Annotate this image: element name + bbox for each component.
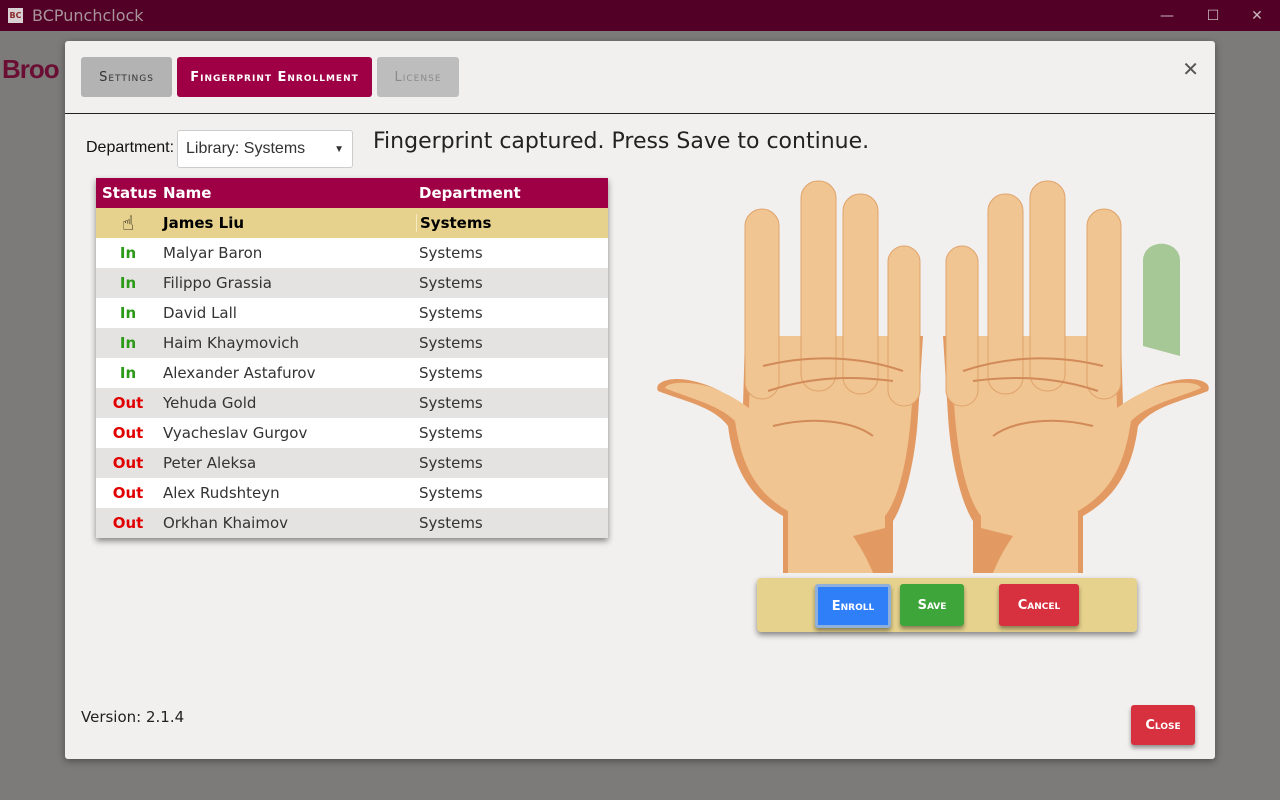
save-button[interactable]: Save — [900, 584, 964, 626]
employee-department: Systems — [419, 364, 483, 382]
pointing-hand-icon: ☝ — [121, 211, 135, 235]
employee-department: Systems — [419, 334, 483, 352]
employee-department: Systems — [419, 514, 483, 532]
right-hand[interactable] — [943, 180, 1209, 573]
employee-name: James Liu — [163, 214, 245, 232]
app-title: BCPunchclock — [32, 6, 144, 25]
settings-dialog: Settings Fingerprint Enrollment License … — [65, 41, 1215, 759]
table-row[interactable]: Out Alex Rudshteyn Systems — [96, 478, 608, 508]
column-name: Name — [163, 184, 212, 202]
table-row[interactable]: Out Vyacheslav Gurgov Systems — [96, 418, 608, 448]
status-badge: In — [119, 364, 137, 382]
status-badge: Out — [112, 484, 144, 502]
table-row[interactable]: In David Lall Systems — [96, 298, 608, 328]
background-brand-text: Broo — [2, 54, 60, 84]
department-select[interactable]: Library: Systems ▼ — [177, 130, 353, 168]
table-row[interactable]: In Malyar Baron Systems — [96, 238, 608, 268]
tab-license: License — [377, 57, 459, 97]
enroll-button[interactable]: Enroll — [815, 584, 891, 628]
employee-name: Vyacheslav Gurgov — [163, 424, 308, 442]
hands-diagram — [657, 180, 1209, 573]
employee-department: Systems — [419, 274, 483, 292]
department-value: Library: Systems — [186, 140, 306, 157]
title-bar: BC BCPunchclock — ☐ ✕ — [0, 0, 1280, 31]
employee-name: Filippo Grassia — [163, 274, 272, 292]
table-row[interactable]: In Filippo Grassia Systems — [96, 268, 608, 298]
status-badge: Out — [112, 394, 144, 412]
captured-finger-right-pinky[interactable] — [1143, 243, 1180, 356]
table-row[interactable]: In Alexander Astafurov Systems — [96, 358, 608, 388]
cancel-button[interactable]: Cancel — [999, 584, 1079, 626]
status-badge: In — [119, 334, 137, 352]
maximize-button[interactable]: ☐ — [1206, 7, 1220, 24]
employee-department: Systems — [419, 244, 483, 262]
table-row[interactable]: In Haim Khaymovich Systems — [96, 328, 608, 358]
window-close-button[interactable]: ✕ — [1251, 7, 1263, 24]
status-badge: Out — [112, 454, 144, 472]
employee-name: Haim Khaymovich — [163, 334, 300, 352]
employee-department: Systems — [419, 484, 483, 502]
employee-department: Systems — [419, 454, 483, 472]
employee-table: Status Name Department ☝ James Liu Systems… — [96, 178, 608, 538]
employee-name: Yehuda Gold — [163, 394, 257, 412]
employee-name: David Lall — [163, 304, 237, 322]
employee-department: Systems — [419, 304, 483, 322]
table-row[interactable]: ☝ James Liu Systems — [96, 208, 608, 238]
employee-name: Alexander Astafurov — [163, 364, 316, 382]
column-department: Department — [419, 184, 521, 202]
employee-department: Systems — [419, 424, 483, 442]
employee-department: Systems — [419, 394, 483, 412]
minimize-button[interactable]: — — [1160, 7, 1174, 24]
table-row[interactable]: Out Orkhan Khaimov Systems — [96, 508, 608, 538]
employee-department: Systems — [416, 214, 491, 232]
column-status: Status — [102, 184, 157, 202]
app-icon: BC — [8, 8, 23, 23]
dialog-close-icon[interactable]: ✕ — [1182, 57, 1199, 81]
status-badge: In — [119, 244, 137, 262]
employee-name: Peter Aleksa — [163, 454, 257, 472]
status-badge: In — [119, 274, 137, 292]
close-button[interactable]: Close — [1131, 705, 1195, 745]
left-hand[interactable] — [657, 180, 923, 573]
chevron-down-icon: ▼ — [334, 143, 344, 155]
status-message: Fingerprint captured. Press Save to cont… — [373, 129, 870, 154]
version-text: Version: 2.1.4 — [81, 708, 185, 726]
status-badge: In — [119, 304, 137, 322]
employee-name: Orkhan Khaimov — [163, 514, 289, 532]
tab-fingerprint-enrollment[interactable]: Fingerprint Enrollment — [177, 57, 372, 97]
tab-settings[interactable]: Settings — [81, 57, 172, 97]
status-badge: Out — [112, 514, 144, 532]
employee-name: Alex Rudshteyn — [163, 484, 280, 502]
table-row[interactable]: Out Yehuda Gold Systems — [96, 388, 608, 418]
employee-name: Malyar Baron — [163, 244, 263, 262]
table-header: Status Name Department — [96, 178, 608, 208]
department-label: Department: — [86, 139, 175, 156]
status-badge: Out — [112, 424, 144, 442]
table-row[interactable]: Out Peter Aleksa Systems — [96, 448, 608, 478]
divider — [65, 113, 1215, 114]
